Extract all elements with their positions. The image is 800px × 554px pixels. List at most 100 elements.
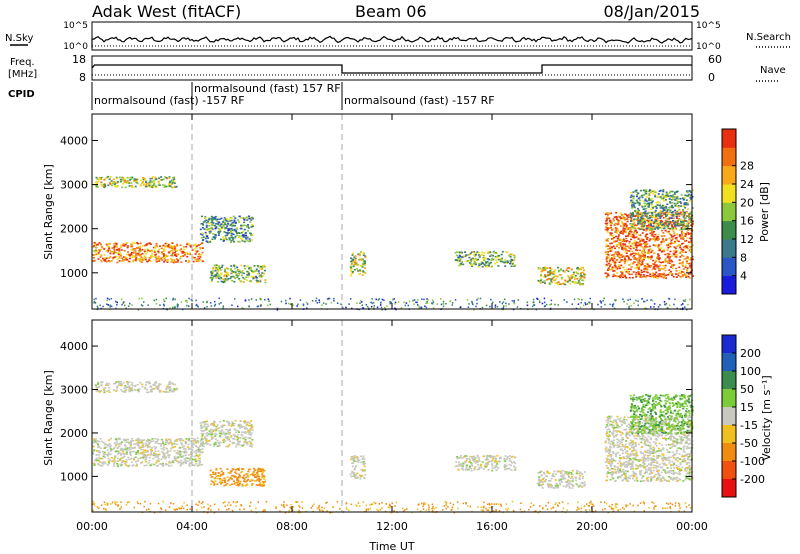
echo-cell [170,247,173,249]
echo-cell [223,481,226,484]
echo-cell [676,254,679,256]
echo-cell [664,223,667,225]
echo-cell [615,211,618,214]
echo-cell [680,228,683,230]
echo-cell [656,226,659,229]
echo-cell [687,233,690,236]
echo-cell [479,254,482,257]
echo-cell [350,263,353,265]
echo-cell [488,262,491,265]
echo-cell [157,250,160,253]
echo-cell [160,253,163,255]
echo-cell [222,420,225,422]
echo-cell [624,213,627,215]
echo-cell [243,444,246,446]
echo-cell [248,424,250,427]
echo-cell [141,252,144,255]
echo-cell [228,219,231,221]
echo-cell [668,253,671,256]
echo-cell [104,184,106,186]
echo-cell [672,197,675,200]
echo-cell [580,301,582,304]
echo-cell [644,235,647,238]
echo-cell [211,433,214,435]
echo-cell [186,301,188,303]
echo-cell [249,445,251,447]
echo-cell [184,300,187,302]
echo-cell [285,302,287,305]
echo-cell [615,230,618,233]
echo-cell [468,303,470,305]
echo-cell [609,250,612,252]
echo-cell [153,246,155,249]
echo-cell [631,204,633,207]
echo-cell [544,274,546,276]
echo-cell [606,272,609,275]
echo-cell [125,459,128,461]
echo-cell [119,178,122,181]
echo-cell [130,457,133,460]
echo-cell [119,454,122,456]
echo-cell [114,181,117,183]
echo-cell [668,269,671,271]
echo-cell [691,258,694,261]
echo-cell [380,306,383,309]
echo-cell [215,277,218,279]
echo-cell [103,451,106,454]
echo-cell [150,453,153,456]
echo-cell [233,229,236,232]
echo-cell [119,253,122,255]
echo-cell [212,481,215,483]
echo-cell [95,249,97,252]
echo-cell [646,256,649,258]
echo-cell [247,476,250,478]
echo-cell [135,453,138,455]
echo-cell [671,225,674,228]
echo-cell [138,439,141,441]
echo-cell [162,465,165,467]
echo-cell [121,257,124,259]
echo-cell [216,218,219,221]
echo-cell [638,262,641,265]
echo-cell [663,225,666,228]
echo-cell [617,239,619,241]
echo-cell [682,251,685,254]
echo-cell [364,267,366,269]
echo-cell [120,389,123,391]
echo-cell [678,259,681,261]
echo-cell [672,213,675,216]
echo-cell [144,244,146,247]
echo-cell [261,468,264,470]
echo-cell [359,299,362,302]
echo-cell [664,258,667,260]
echo-cell [188,253,191,255]
echo-cell [140,259,143,262]
echo-cell [485,262,488,264]
echo-cell [354,255,357,257]
echo-cell [633,258,636,260]
echo-cell [377,299,380,301]
echo-cell [683,203,686,206]
echo-cell [217,230,220,233]
echo-cell [261,268,263,271]
echo-cell [216,477,219,480]
echo-cell [137,460,140,462]
echo-cell [224,271,227,274]
echo-cell [151,449,153,452]
echo-cell [616,275,619,278]
echo-cell [671,238,674,240]
echo-cell [157,384,160,387]
echo-cell [481,306,484,309]
echo-cell [652,267,655,269]
echo-cell [489,261,492,264]
echo-cell [195,445,197,447]
echo-cell [611,259,614,262]
echo-cell [648,227,650,230]
echo-cell [112,459,115,461]
echo-cell [207,433,210,435]
echo-cell [140,446,143,449]
echo-cell [236,481,239,484]
echo-cell [197,459,200,462]
echo-cell [120,383,123,386]
echo-cell [147,445,149,447]
